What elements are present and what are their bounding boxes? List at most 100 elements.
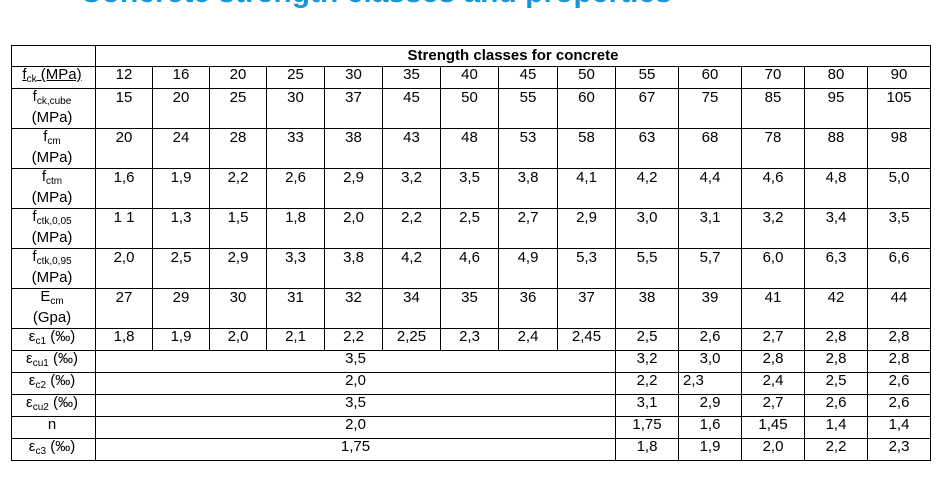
value-cell: 63 [615, 128, 679, 169]
table-row: εc3 (‰) 1,75 1,8 1,9 2,0 2,2 2,3 [11, 438, 931, 461]
table-row: Ecm (Gpa) 27 29 30 31 32 34 35 36 37 38 39 41 42 44 [11, 288, 931, 329]
value-cell: 1,4 [804, 416, 868, 439]
value-cell: 1,6 [95, 168, 153, 209]
value-cell: 67 [615, 88, 679, 129]
value-cell: 34 [382, 288, 441, 329]
value-cell: 53 [498, 128, 558, 169]
value-cell: 85 [741, 88, 805, 129]
row-unit: (‰) [46, 438, 76, 455]
value-cell: 24 [152, 128, 210, 169]
row-symbol: f [22, 66, 27, 83]
value-cell: 2,0 [324, 208, 383, 249]
table-row: εcu2 (‰) 3,5 3,1 2,9 2,7 2,6 2,6 [11, 394, 931, 417]
value-cell: 98 [867, 128, 931, 169]
value-cell: 4,1 [557, 168, 616, 209]
row-symbol: ε [28, 372, 36, 389]
shared-value-cell: 2,0 [95, 416, 616, 439]
value-cell: 2,6 [867, 372, 931, 395]
value-cell: 4,6 [741, 168, 805, 209]
value-cell: 2,2 [382, 208, 441, 249]
row-label: εc2 (‰) [11, 372, 96, 395]
value-cell: 2,5 [440, 208, 499, 249]
value-cell: 43 [382, 128, 441, 169]
value-cell: 2,1 [266, 328, 325, 351]
row-subscript: c2 [35, 380, 47, 391]
value-cell: 5,5 [615, 248, 679, 289]
strength-classes-table: Strength classes for concrete fck (MPa) 1… [11, 45, 931, 461]
value-cell: 4,2 [615, 168, 679, 209]
row-label: εc3 (‰) [11, 438, 96, 461]
value-cell: 2,6 [867, 394, 931, 417]
value-cell: 2,8 [867, 328, 931, 351]
value-cell: 4,6 [440, 248, 499, 289]
value-cell: 3,0 [678, 350, 742, 373]
table-row: εcu1 (‰) 3,5 3,2 3,0 2,8 2,8 2,8 [11, 350, 931, 373]
row-subscript: cu1 [32, 358, 49, 369]
row-label: εcu2 (‰) [11, 394, 96, 417]
value-cell: 2,9 [324, 168, 383, 209]
value-cell: 3,5 [440, 168, 499, 209]
row-label: εc1 (‰) [11, 328, 96, 351]
value-cell: 3,4 [804, 208, 868, 249]
value-cell: 2,8 [804, 328, 868, 351]
row-symbol: f [41, 168, 47, 185]
value-cell: 2,3 [867, 438, 931, 461]
table-row: fck (MPa) 12 16 20 25 30 35 40 45 50 55 60 70 80 90 [11, 66, 931, 89]
value-cell: 2,7 [498, 208, 558, 249]
value-cell: 20 [209, 66, 267, 89]
value-cell: 38 [324, 128, 383, 169]
row-unit: (‰) [48, 394, 78, 411]
value-cell: 2,9 [678, 394, 742, 417]
table-header: Strength classes for concrete [95, 45, 931, 67]
row-unit: (MPa) [31, 109, 73, 126]
value-cell: 90 [867, 66, 931, 89]
value-cell: 50 [440, 88, 499, 129]
table-row: fctk,0,95 (MPa) 2,0 2,5 2,9 3,3 3,8 4,2 4,6 4,9 5,… [11, 248, 931, 289]
row-label: fck (MPa) [11, 66, 96, 89]
value-cell: 37 [324, 88, 383, 129]
value-cell: 45 [498, 66, 558, 89]
value-cell: 40 [440, 66, 499, 89]
value-cell: 1,5 [209, 208, 267, 249]
value-cell: 20 [152, 88, 210, 129]
value-cell: 2,5 [804, 372, 868, 395]
value-cell: 20 [95, 128, 153, 169]
row-subscript: ck,cube [36, 96, 72, 107]
table-row: εc1 (‰) 1,8 1,9 2,0 2,1 2,2 2,25 2,3 2,4 2,45 2,5 2… [11, 328, 931, 351]
value-cell: 2,5 [152, 248, 210, 289]
value-cell: 2,9 [557, 208, 616, 249]
value-cell: 4,2 [382, 248, 441, 289]
value-cell: 70 [741, 66, 805, 89]
row-unit: (‰) [48, 350, 78, 367]
row-symbol: ε [26, 394, 33, 411]
value-cell: 1,8 [95, 328, 153, 351]
row-subscript: cm [47, 136, 61, 147]
value-cell: 39 [678, 288, 742, 329]
value-cell: 1 1 [95, 208, 153, 249]
value-cell: 29 [152, 288, 210, 329]
value-cell: 2,7 [741, 394, 805, 417]
value-cell: 1,45 [741, 416, 805, 439]
value-cell: 3,2 [382, 168, 441, 209]
row-subscript: cu2 [32, 402, 49, 413]
value-cell: 2,45 [557, 328, 616, 351]
value-cell: 68 [678, 128, 742, 169]
value-cell: 2,0 [741, 438, 805, 461]
row-unit: (MPa) [36, 66, 82, 83]
row-symbol: ε [26, 350, 33, 367]
row-unit: (MPa) [31, 229, 73, 246]
table-row: fctk,0,05 (MPa) 1 1 1,3 1,5 1,8 2,0 2,2 2,5 2,7 2,… [11, 208, 931, 249]
value-cell: 25 [209, 88, 267, 129]
row-unit: (‰) [46, 372, 76, 389]
row-subscript: ctk,0,95 [36, 256, 72, 267]
value-cell: 2,8 [867, 350, 931, 373]
value-cell: 35 [382, 66, 441, 89]
value-cell: 58 [557, 128, 616, 169]
value-cell: 60 [557, 88, 616, 129]
value-cell: 1,9 [152, 168, 210, 209]
value-cell: 2,2 [615, 372, 679, 395]
value-cell: 32 [324, 288, 383, 329]
value-cell: 12 [95, 66, 153, 89]
corner-cell [11, 45, 96, 67]
value-cell: 16 [152, 66, 210, 89]
